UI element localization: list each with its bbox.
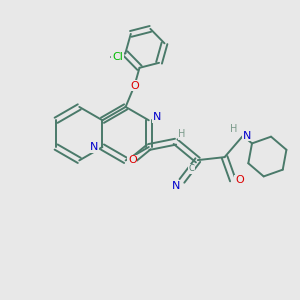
Text: O: O — [128, 155, 137, 165]
Text: O: O — [130, 80, 139, 91]
Text: C: C — [188, 164, 194, 173]
Text: H: H — [230, 124, 238, 134]
Text: N: N — [90, 142, 98, 152]
Text: N: N — [153, 112, 161, 122]
Text: H: H — [178, 129, 186, 139]
Text: O: O — [235, 175, 244, 185]
Text: N: N — [172, 181, 181, 191]
Text: N: N — [242, 131, 251, 141]
Text: Cl: Cl — [112, 52, 123, 62]
